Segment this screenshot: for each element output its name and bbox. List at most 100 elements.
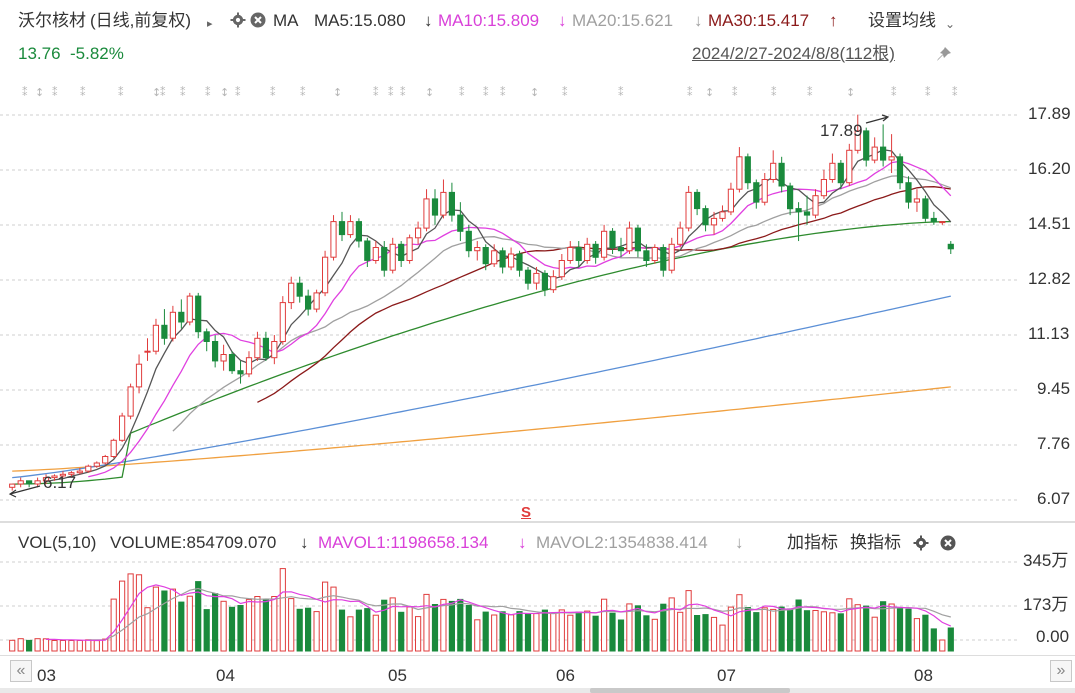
- volume-bar: [161, 590, 168, 652]
- event-marker: ↕: [333, 86, 342, 99]
- event-marker: ⁑: [373, 86, 379, 99]
- candle-body: [9, 483, 16, 488]
- month-label-06: 06: [556, 666, 575, 685]
- volume-bar: [26, 639, 33, 652]
- candle-body: [406, 237, 413, 262]
- volume-bar: [448, 600, 455, 652]
- volume-bar: [524, 614, 532, 652]
- scroll-left-button[interactable]: «: [10, 660, 32, 682]
- volume-bar: [888, 603, 895, 652]
- candle-body: [634, 227, 641, 252]
- candle-body: [896, 156, 904, 184]
- candle-body: [313, 292, 320, 310]
- volume-bar: [406, 606, 413, 652]
- volume-bar: [169, 588, 177, 652]
- event-marker: ⁑: [618, 86, 624, 99]
- period-dropdown-icon[interactable]: ▸: [207, 18, 213, 30]
- volume-bar: [364, 608, 371, 652]
- volume-bar: [431, 604, 439, 652]
- volume-bar: [127, 573, 134, 652]
- candle-body: [820, 179, 827, 197]
- event-marker: ⁑: [300, 86, 306, 99]
- volume-bar: [516, 611, 523, 652]
- scrollbar-track[interactable]: [0, 688, 1075, 693]
- low-pointer: [8, 485, 41, 498]
- add-indicator-button[interactable]: 加指标: [787, 533, 838, 552]
- volume-bar: [677, 611, 684, 652]
- date-range-label[interactable]: 2024/2/27-2024/8/8(112根): [692, 44, 895, 63]
- candle-body: [727, 188, 734, 213]
- candle-body: [829, 162, 836, 181]
- volume-bar: [102, 638, 109, 652]
- volume-bar: [355, 609, 362, 652]
- scrollbar-thumb[interactable]: [590, 688, 790, 693]
- volume-bar: [42, 638, 50, 652]
- candle-body: [34, 480, 41, 485]
- gear-icon[interactable]: [230, 12, 246, 28]
- candle-body: [76, 470, 83, 474]
- ma120-line: [12, 295, 951, 479]
- candle-body: [491, 250, 498, 265]
- ma-settings-button[interactable]: 设置均线: [868, 11, 936, 30]
- candle-body: [710, 217, 718, 226]
- ma30-arrow: ↑: [829, 11, 838, 30]
- vol-title[interactable]: VOL(5,10): [18, 533, 97, 552]
- event-marker: ↕: [152, 86, 161, 99]
- switch-indicator-button[interactable]: 换指标: [850, 533, 901, 552]
- candle-body: [922, 198, 929, 219]
- price-tick-8: 6.07: [1037, 489, 1071, 508]
- event-marker: ⁑: [891, 86, 897, 99]
- volume-bar: [685, 590, 692, 652]
- chevron-down-icon[interactable]: ⌄: [945, 17, 956, 31]
- volume-bar: [85, 639, 92, 652]
- volume-bar: [423, 593, 430, 652]
- candle-body: [795, 208, 802, 213]
- candle-body: [787, 185, 794, 210]
- high-annotation: 17.89: [820, 121, 863, 140]
- s-marker[interactable]: S: [521, 504, 532, 521]
- price-tick-5: 11.13: [1028, 324, 1070, 343]
- candle-body: [744, 156, 751, 184]
- last-price: 13.76: [18, 44, 61, 63]
- volume-bar: [803, 610, 811, 652]
- scroll-right-button[interactable]: »: [1050, 660, 1072, 682]
- month-label-08: 08: [914, 666, 933, 685]
- price-tick-1: 17.89: [1028, 104, 1071, 123]
- candle-body: [880, 146, 887, 161]
- volume-bar: [296, 608, 303, 652]
- volume-bar: [68, 640, 75, 652]
- ma10-arrow: ↓: [558, 11, 567, 30]
- high-pointer: [865, 114, 890, 124]
- candle-body: [643, 250, 650, 262]
- candle-body: [119, 415, 126, 441]
- event-marker: ⁑: [400, 86, 406, 99]
- candle-body: [161, 324, 168, 339]
- volume-bar: [415, 616, 422, 652]
- candle-body: [220, 354, 227, 362]
- candle-body: [17, 480, 24, 485]
- candle-body: [398, 243, 405, 262]
- candle-body: [812, 195, 819, 216]
- stock-title[interactable]: 沃尔核材: [18, 11, 86, 30]
- close-icon[interactable]: [250, 12, 266, 28]
- month-label-04: 04: [216, 666, 235, 685]
- candle-body: [837, 162, 844, 184]
- period-label[interactable]: (日线,前复权): [90, 11, 192, 30]
- volume-bar: [474, 619, 481, 652]
- ma5-arrow: ↓: [424, 11, 433, 30]
- candle-body: [288, 282, 295, 304]
- volume-bar: [558, 609, 565, 652]
- volume-bar: [220, 600, 227, 652]
- volume-bar: [212, 593, 219, 652]
- event-marker: ⁑: [388, 86, 394, 99]
- volume-bar: [863, 605, 870, 652]
- candle-body: [364, 240, 371, 261]
- event-marker: ⁑: [80, 86, 86, 99]
- ma10-line: [88, 160, 952, 478]
- candle-body: [626, 227, 633, 252]
- candle-body: [186, 295, 193, 323]
- time-axis: [0, 656, 1075, 693]
- ma5-value: MA5:15.080: [314, 11, 406, 30]
- candle-body: [871, 146, 878, 161]
